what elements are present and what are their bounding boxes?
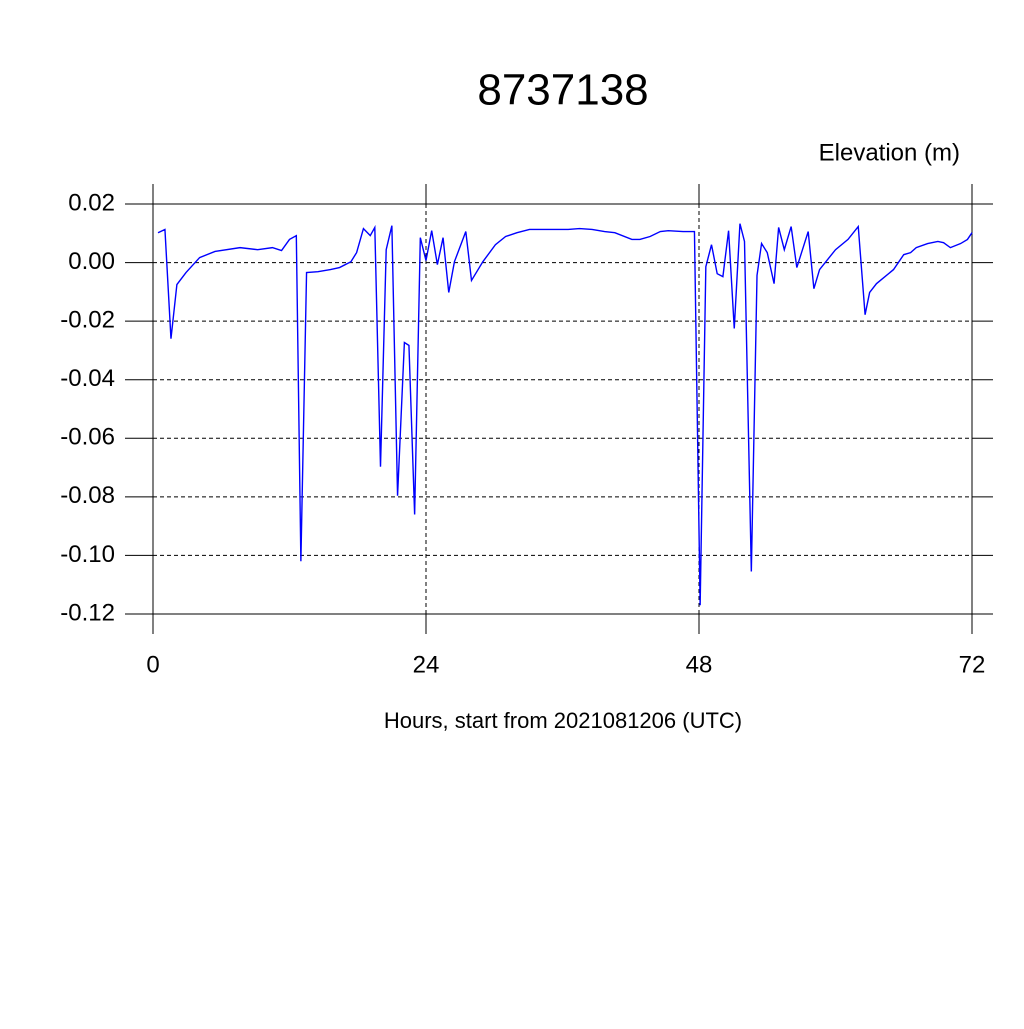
y-tick-label: -0.10 bbox=[60, 541, 115, 568]
y-tick-label: -0.06 bbox=[60, 424, 115, 451]
y-tick-label: 0.02 bbox=[68, 189, 115, 216]
chart-title: 8737138 bbox=[477, 66, 648, 115]
y-tick-label: 0.00 bbox=[68, 248, 115, 275]
y-tick-label: -0.02 bbox=[60, 306, 115, 333]
y-tick-label: -0.12 bbox=[60, 599, 115, 626]
x-tick-label: 24 bbox=[413, 651, 440, 678]
line-series bbox=[157, 223, 973, 606]
y-tick-label: -0.08 bbox=[60, 482, 115, 509]
y-tick-label: -0.04 bbox=[60, 365, 115, 392]
x-tick-label: 72 bbox=[959, 651, 986, 678]
x-tick-label: 0 bbox=[146, 651, 159, 678]
y-axis-label: Elevation (m) bbox=[819, 139, 960, 166]
x-tick-label: 48 bbox=[686, 651, 713, 678]
x-axis-label: Hours, start from 2021081206 (UTC) bbox=[384, 708, 742, 733]
